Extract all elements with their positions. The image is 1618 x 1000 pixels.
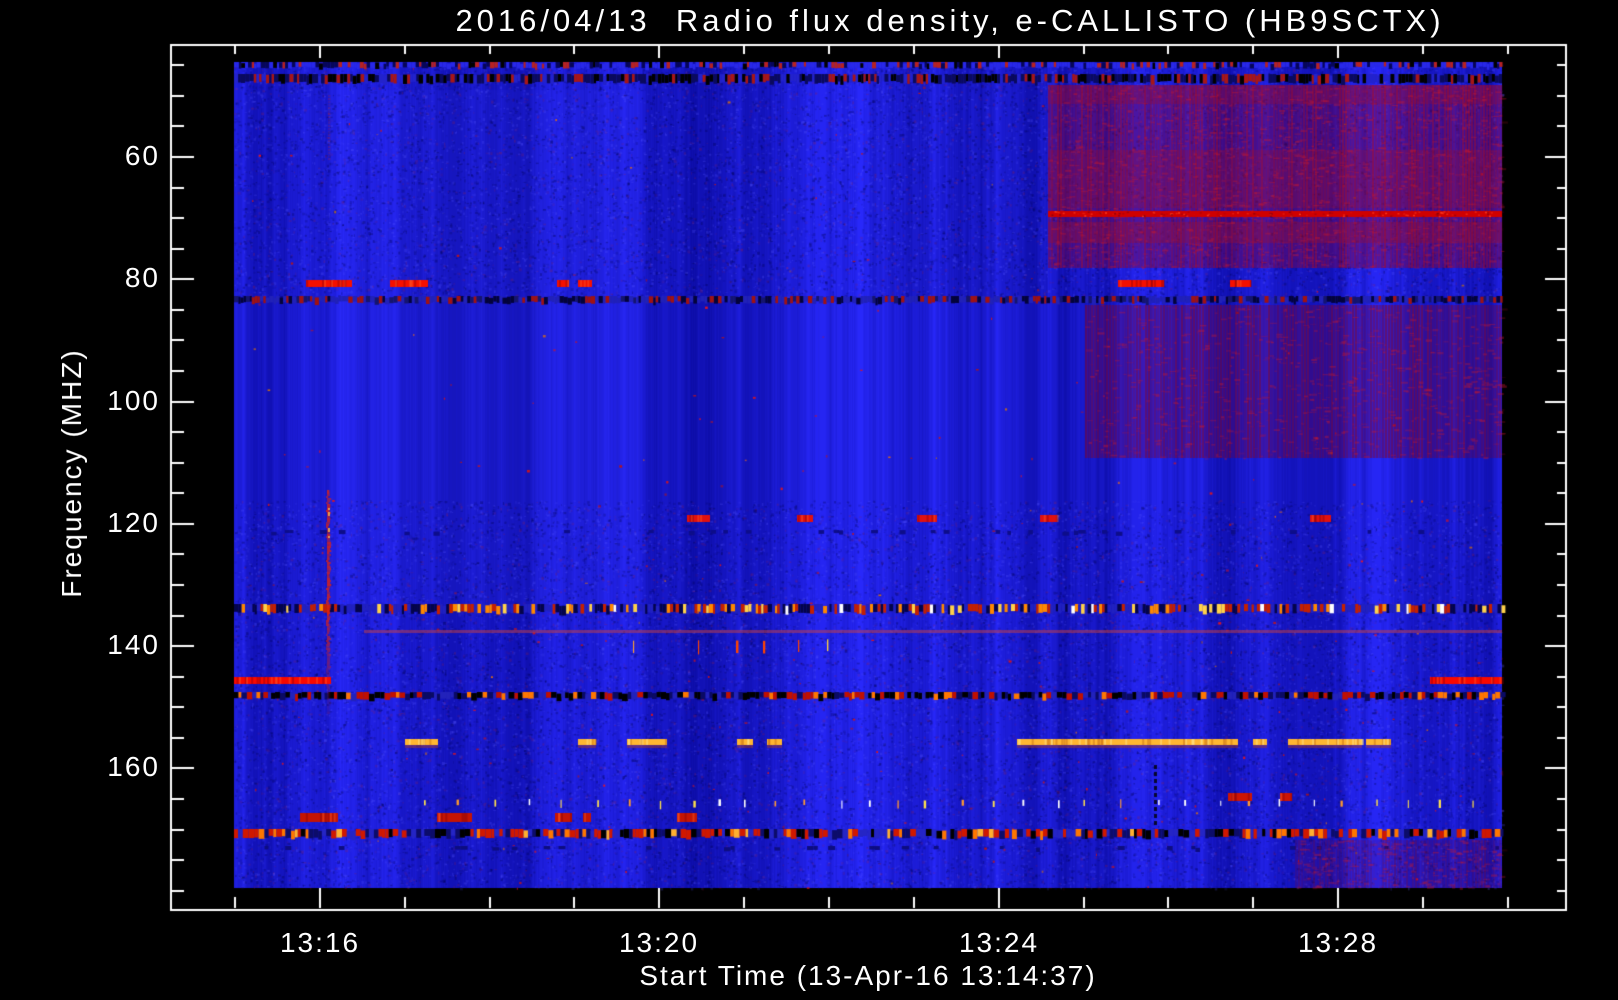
x-tick-label-13:24: 13:24 — [958, 927, 1040, 958]
chart-title: 2016/04/13 Radio flux density, e-CALLIST… — [455, 3, 1445, 38]
y-tick-label-80: 80 — [124, 262, 160, 293]
x-tick-label-13:28: 13:28 — [1297, 927, 1379, 958]
y-tick-label-60: 60 — [124, 140, 160, 171]
x-tick-label-13:20: 13:20 — [618, 927, 700, 958]
x-axis-label: Start Time (13-Apr-16 13:14:37) — [639, 960, 1097, 991]
y-tick-label-160: 160 — [107, 751, 160, 782]
y-tick-label-100: 100 — [107, 385, 160, 416]
y-tick-label-140: 140 — [107, 629, 160, 660]
y-tick-label-120: 120 — [107, 507, 160, 538]
x-tick-label-13:16: 13:16 — [279, 927, 361, 958]
